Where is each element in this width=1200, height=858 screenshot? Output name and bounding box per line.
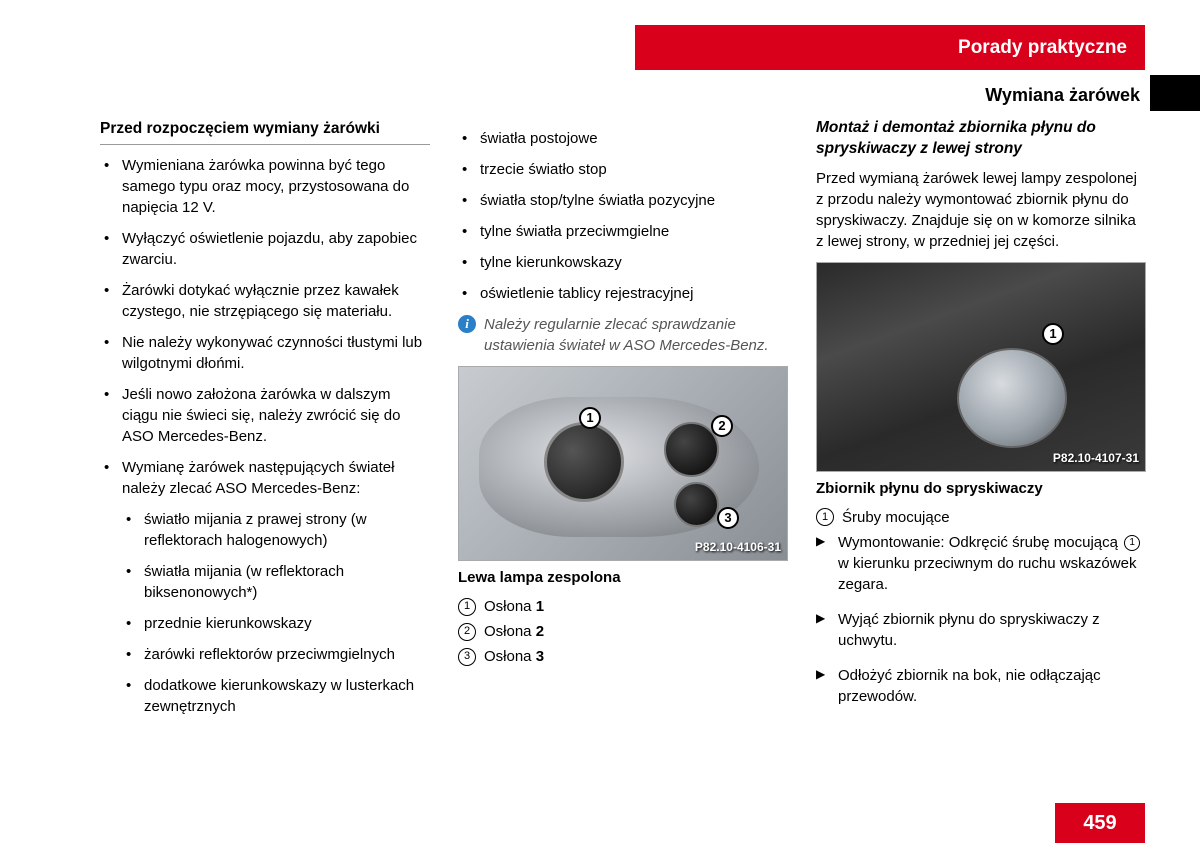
content-area: Przed rozpoczęciem wymiany żarówki Wymie… bbox=[100, 118, 1145, 727]
figure-headlamp: 1 2 3 P82.10-4106-31 bbox=[458, 366, 788, 561]
list-item: Jeśli nowo założona żarówka w dalszym ci… bbox=[100, 384, 430, 447]
col2-list: światła postojowe trzecie światło stop ś… bbox=[458, 128, 788, 304]
col1-list: Wymieniana żarówka powinna być tego same… bbox=[100, 155, 430, 717]
legend-text: Osłona 1 bbox=[484, 596, 544, 617]
legend-row: 2 Osłona 2 bbox=[458, 621, 788, 642]
callout-3: 3 bbox=[717, 507, 739, 529]
list-item: Nie należy wykonywać czynności tłustymi … bbox=[100, 332, 430, 374]
step-item: Odłożyć zbiornik na bok, nie odłączając … bbox=[816, 665, 1146, 707]
legend-row: 1 Osłona 1 bbox=[458, 596, 788, 617]
cover-shape bbox=[544, 422, 624, 502]
list-item: Wymieniana żarówka powinna być tego same… bbox=[100, 155, 430, 218]
info-text: Należy regularnie zlecać sprawdzanie ust… bbox=[484, 314, 788, 356]
list-item: oświetlenie tablicy rejestracyjnej bbox=[458, 283, 788, 304]
figure-label: P82.10-4107-31 bbox=[1053, 450, 1139, 467]
col3-paragraph: Przed wymianą żarówek lewej lampy zespol… bbox=[816, 168, 1146, 252]
col1-title: Przed rozpoczęciem wymiany żarówki bbox=[100, 118, 430, 145]
legend-text: Osłona 2 bbox=[484, 621, 544, 642]
circle-number-icon: 1 bbox=[1124, 535, 1140, 551]
list-item: światła postojowe bbox=[458, 128, 788, 149]
list-item: Wyłączyć oświetlenie pojazdu, aby zapobi… bbox=[100, 228, 430, 270]
list-item: tylne światła przeciwmgielne bbox=[458, 221, 788, 242]
column-1: Przed rozpoczęciem wymiany żarówki Wymie… bbox=[100, 118, 430, 727]
column-3: Montaż i demontaż zbiornika płynu do spr… bbox=[816, 118, 1146, 727]
list-item: żarówki reflektorów przeciwmgielnych bbox=[122, 644, 430, 665]
legend-text: Śruby mocujące bbox=[842, 507, 950, 528]
list-item: światła stop/tylne światła pozycyjne bbox=[458, 190, 788, 211]
col1-sublist: światło mijania z prawej strony (w refle… bbox=[122, 509, 430, 717]
legend-text: Osłona 3 bbox=[484, 646, 544, 667]
figure-caption: Zbiornik płynu do spryskiwaczy bbox=[816, 478, 1146, 499]
list-item: Wymianę żarówek następujących świateł na… bbox=[100, 457, 430, 717]
list-item: Żarówki dotykać wyłącznie przez kawałek … bbox=[100, 280, 430, 322]
legend-row: 3 Osłona 3 bbox=[458, 646, 788, 667]
list-item: światła mijania (w reflektorach biksenon… bbox=[122, 561, 430, 603]
circle-number-icon: 2 bbox=[458, 623, 476, 641]
circle-number-icon: 1 bbox=[458, 598, 476, 616]
col3-title: Montaż i demontaż zbiornika płynu do spr… bbox=[816, 118, 1146, 160]
header-category-bar: Porady praktyczne bbox=[635, 25, 1145, 70]
side-tab bbox=[1150, 75, 1200, 111]
step-item: Wymontowanie: Odkręcić śrubę mocującą 1 … bbox=[816, 532, 1146, 595]
circle-number-icon: 3 bbox=[458, 648, 476, 666]
step-item: Wyjąć zbiornik płynu do spryskiwaczy z u… bbox=[816, 609, 1146, 651]
list-item: trzecie światło stop bbox=[458, 159, 788, 180]
header-category: Porady praktyczne bbox=[958, 37, 1127, 59]
list-item: tylne kierunkowskazy bbox=[458, 252, 788, 273]
page-number: 459 bbox=[1055, 803, 1145, 843]
legend-row: 1 Śruby mocujące bbox=[816, 507, 1146, 528]
cover-shape bbox=[664, 422, 719, 477]
list-item: przednie kierunkowskazy bbox=[122, 613, 430, 634]
callout-1: 1 bbox=[579, 407, 601, 429]
circle-number-icon: 1 bbox=[816, 508, 834, 526]
figure-reservoir: 1 P82.10-4107-31 bbox=[816, 262, 1146, 472]
list-item: dodatkowe kierunkowskazy w lusterkach ze… bbox=[122, 675, 430, 717]
reservoir-shape bbox=[957, 348, 1067, 448]
callout-2: 2 bbox=[711, 415, 733, 437]
cover-shape bbox=[674, 482, 719, 527]
info-icon: i bbox=[458, 315, 476, 333]
steps-list: Wymontowanie: Odkręcić śrubę mocującą 1 … bbox=[816, 532, 1146, 707]
info-note: i Należy regularnie zlecać sprawdzanie u… bbox=[458, 314, 788, 356]
column-2: światła postojowe trzecie światło stop ś… bbox=[458, 118, 788, 727]
figure-label: P82.10-4106-31 bbox=[695, 539, 781, 556]
figure-caption: Lewa lampa zespolona bbox=[458, 567, 788, 588]
list-item-text: Wymianę żarówek następujących świateł na… bbox=[122, 459, 394, 497]
section-title: Wymiana żarówek bbox=[985, 85, 1140, 106]
callout-1: 1 bbox=[1042, 323, 1064, 345]
list-item: światło mijania z prawej strony (w refle… bbox=[122, 509, 430, 551]
